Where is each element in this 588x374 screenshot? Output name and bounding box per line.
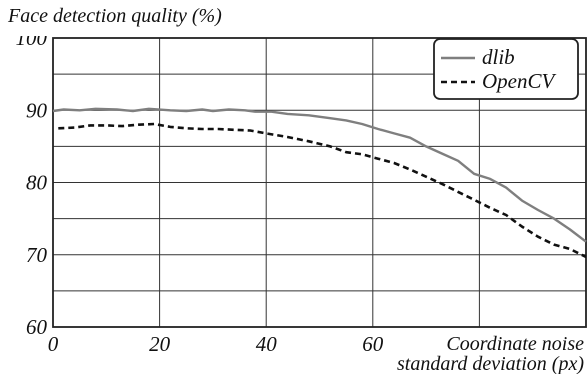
x-tick-label: 60 — [362, 332, 384, 356]
series-line-dlib — [52, 107, 587, 243]
x-tick-label: 40 — [256, 332, 278, 356]
plot-frame — [52, 37, 587, 328]
y-tick-label: 80 — [26, 171, 48, 195]
x-axis-title-line-1: Coordinate noise — [446, 333, 584, 355]
y-tick-label: 90 — [26, 98, 48, 122]
x-axis-title-background — [422, 328, 588, 374]
legend: dlib OpenCV — [433, 38, 579, 100]
y-axis-title: Face detection quality (%) — [7, 5, 222, 27]
y-tick-label: 60 — [26, 315, 48, 339]
y-tick-label: 70 — [26, 243, 48, 267]
x-axis-title-line-2: standard deviation (px) — [397, 353, 584, 374]
x-tick-label: 20 — [149, 332, 171, 356]
series-group — [52, 107, 587, 259]
legend-label-dlib: dlib — [482, 45, 515, 69]
x-tick-label: 0 — [48, 332, 59, 356]
legend-box — [433, 38, 579, 100]
legend-label-opencv: OpenCV — [482, 69, 556, 93]
series-line-opencv — [58, 122, 587, 259]
y-axis-title-background — [0, 0, 262, 36]
